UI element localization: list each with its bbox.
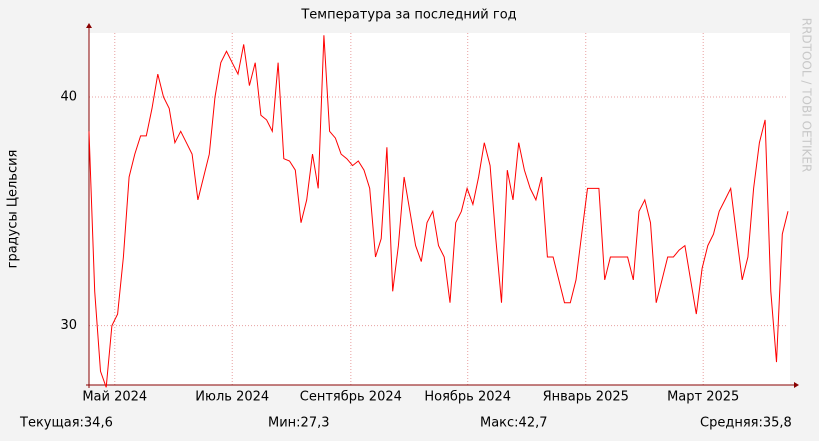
plot-area	[89, 33, 790, 385]
x-tick-label: Ноябрь 2024	[424, 390, 511, 405]
y-tick-label: 30	[60, 318, 77, 333]
x-tick-label: Июль 2024	[195, 390, 269, 405]
x-tick-label: Март 2025	[667, 390, 739, 405]
watermark: RRDTOOL / TOBI OETIKER	[800, 18, 814, 173]
stat-current: Текущая:34,6	[19, 416, 113, 431]
y-axis-label: градусы Цельсия	[6, 150, 21, 269]
data-line	[88, 35, 789, 388]
y-axis-arrow	[86, 23, 92, 28]
stat-max: Макс:42,7	[480, 416, 548, 431]
y-tick-label: 40	[60, 90, 77, 105]
x-tick-label: Январь 2025	[543, 390, 629, 405]
stat-avg: Средняя:35,8	[700, 416, 792, 431]
stat-min: Мин:27,3	[268, 416, 330, 431]
x-axis-arrow	[794, 382, 799, 388]
chart-title: Температура за последний год	[300, 8, 516, 23]
x-tick-label: Май 2024	[82, 390, 147, 405]
x-tick-label: Сентябрь 2024	[300, 390, 402, 405]
